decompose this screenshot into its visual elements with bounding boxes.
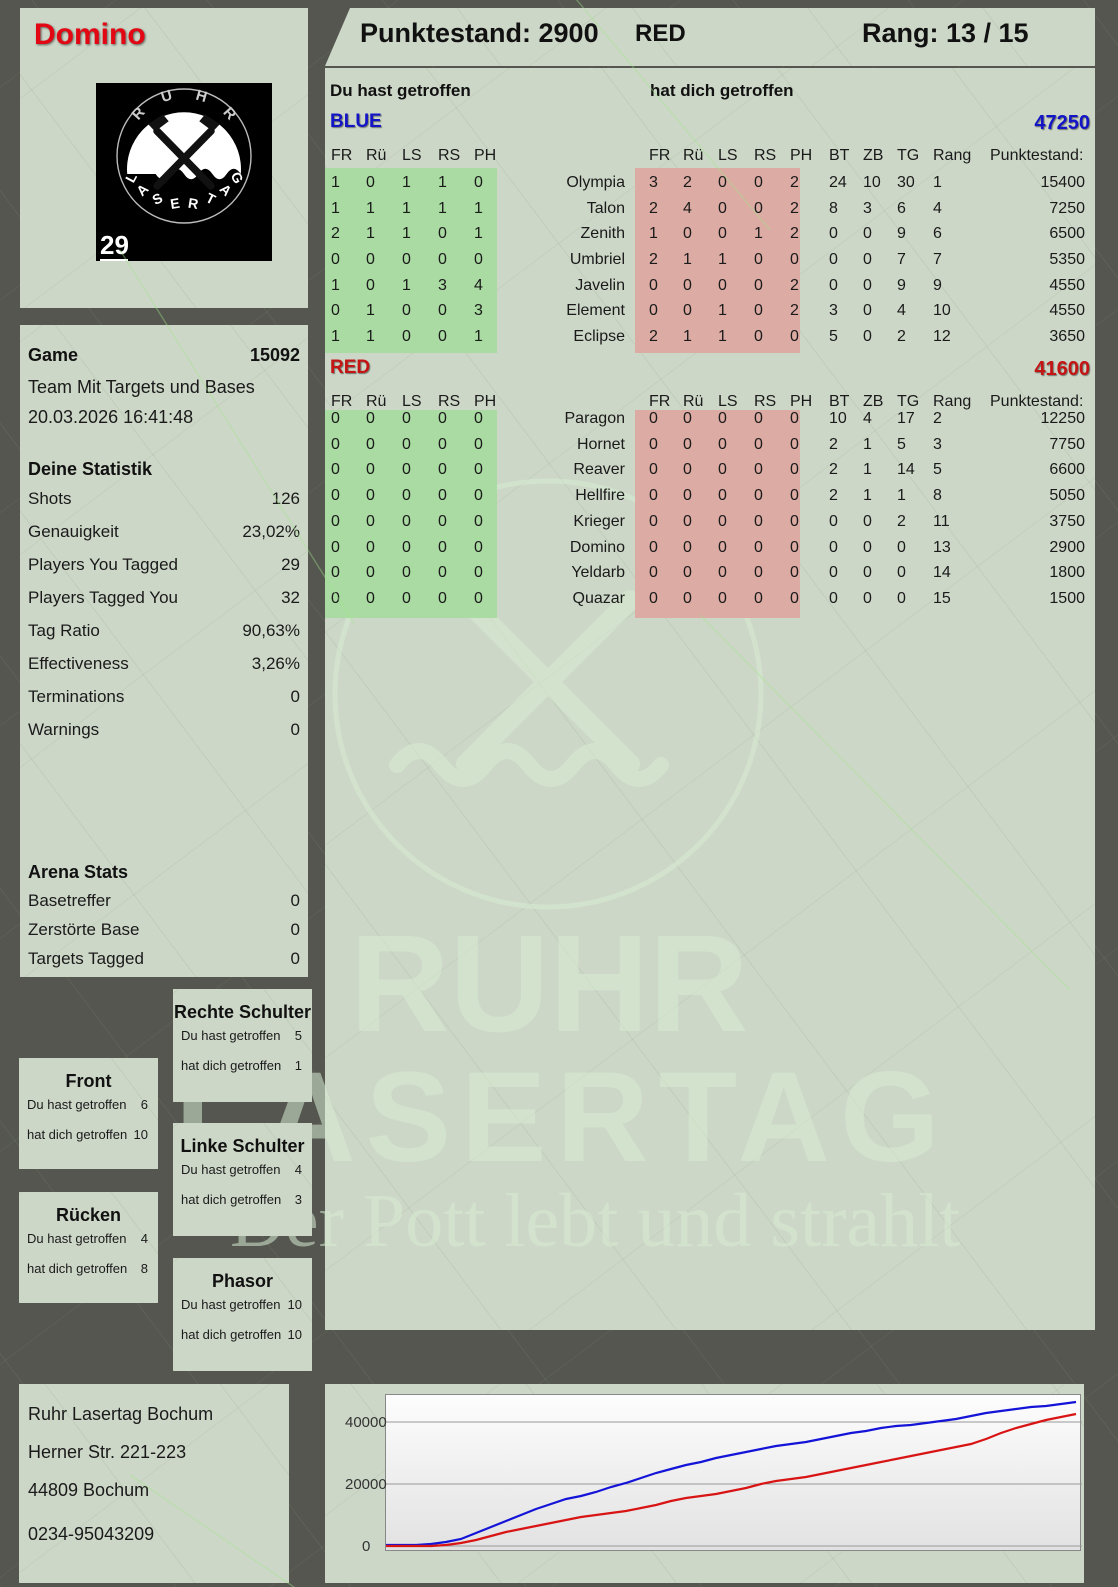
svg-text:Der Pott lebt und strahlt: Der Pott lebt und strahlt bbox=[230, 1179, 960, 1263]
svg-text:RUHR: RUHR bbox=[350, 907, 749, 1061]
